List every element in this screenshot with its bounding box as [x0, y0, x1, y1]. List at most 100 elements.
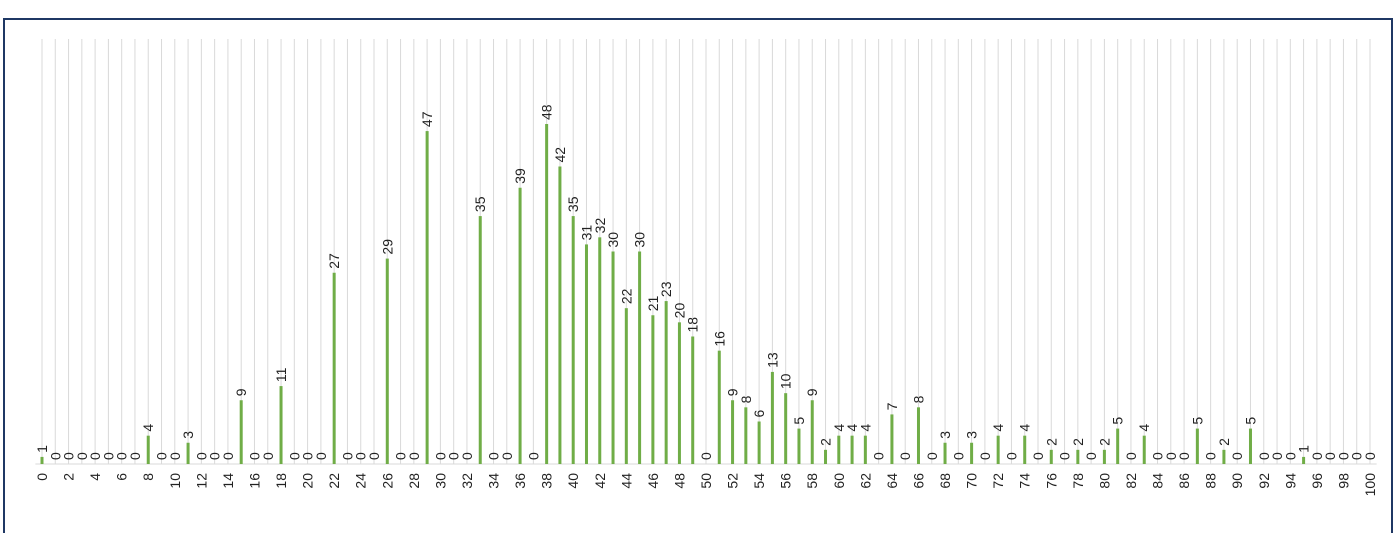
data-label: 0: [924, 452, 940, 460]
x-tick-label: 100: [1362, 473, 1378, 497]
bar: [518, 187, 522, 464]
bar: [1116, 428, 1120, 464]
bar: [916, 407, 920, 464]
data-label: 13: [764, 352, 780, 368]
bar: [239, 400, 243, 464]
x-tick-label: 68: [937, 473, 953, 489]
x-tick-label: 38: [539, 473, 555, 489]
data-label: 5: [791, 417, 807, 425]
bar: [425, 131, 429, 465]
data-label: 35: [565, 196, 581, 212]
data-label: 21: [645, 295, 661, 311]
data-label: 3: [937, 431, 953, 439]
x-tick-label: 58: [804, 473, 820, 489]
data-label: 0: [1123, 452, 1139, 460]
data-label: 0: [1176, 452, 1192, 460]
data-label: 0: [446, 452, 462, 460]
bar: [584, 244, 588, 464]
data-label: 0: [1269, 452, 1285, 460]
data-label: 0: [127, 452, 143, 460]
data-label: 0: [897, 452, 913, 460]
bar: [970, 442, 974, 464]
x-tick-label: 24: [353, 473, 369, 489]
data-label: 0: [1030, 452, 1046, 460]
x-tick-label: 56: [778, 473, 794, 489]
x-tick-label: 84: [1150, 473, 1166, 489]
data-label: 30: [605, 232, 621, 248]
data-label: 9: [804, 388, 820, 396]
bar: [691, 336, 695, 464]
bar: [890, 414, 894, 464]
bar: [1142, 435, 1146, 464]
bar: [1076, 449, 1080, 464]
bar: [943, 442, 947, 464]
data-label: 5: [1110, 417, 1126, 425]
x-tick-label: 92: [1256, 473, 1272, 489]
bar: [863, 435, 867, 464]
data-label: 0: [1229, 452, 1245, 460]
data-label: 2: [818, 438, 834, 446]
data-label: 20: [671, 303, 687, 319]
x-tick-label: 22: [326, 473, 342, 489]
x-tick-label: 28: [406, 473, 422, 489]
bar: [797, 428, 801, 464]
data-label: 7: [884, 402, 900, 410]
x-tick-label: 62: [857, 473, 873, 489]
x-tick-label: 26: [379, 473, 395, 489]
data-label: 10: [778, 373, 794, 389]
data-label: 0: [459, 452, 475, 460]
data-label: 0: [1203, 452, 1219, 460]
x-tick-label: 90: [1229, 473, 1245, 489]
data-label: 0: [698, 452, 714, 460]
data-label: 42: [552, 147, 568, 163]
data-label: 0: [207, 452, 223, 460]
data-label: 1: [1296, 445, 1312, 453]
data-label: 0: [871, 452, 887, 460]
data-label: 0: [1003, 452, 1019, 460]
data-label: 3: [180, 431, 196, 439]
bar: [1248, 428, 1252, 464]
data-label: 0: [393, 452, 409, 460]
data-label: 29: [379, 239, 395, 255]
data-label: 0: [300, 452, 316, 460]
x-tick-label: 54: [751, 473, 767, 489]
data-label: 1: [34, 445, 50, 453]
bar: [40, 456, 44, 464]
data-label: 16: [711, 331, 727, 347]
x-tick-label: 44: [618, 473, 634, 489]
data-label: 0: [193, 452, 209, 460]
data-label: 0: [1322, 452, 1338, 460]
data-label: 0: [246, 452, 262, 460]
data-label: 4: [831, 424, 847, 432]
data-label: 4: [990, 424, 1006, 432]
bar: [611, 251, 615, 464]
bar: [1049, 449, 1053, 464]
bar: [770, 371, 774, 464]
x-tick-label: 72: [990, 473, 1006, 489]
data-label: 4: [844, 424, 860, 432]
data-label: 2: [1043, 438, 1059, 446]
data-label: 0: [47, 452, 63, 460]
data-label: 5: [1242, 417, 1258, 425]
x-tick-label: 46: [645, 473, 661, 489]
bar: [996, 435, 1000, 464]
x-tick-label: 14: [220, 473, 236, 489]
data-label: 8: [910, 395, 926, 403]
data-label: 22: [618, 288, 634, 304]
data-label: 0: [1349, 452, 1365, 460]
x-tick-label: 80: [1096, 473, 1112, 489]
data-label: 5: [1189, 417, 1205, 425]
x-tick-label: 16: [246, 473, 262, 489]
data-label: 0: [1309, 452, 1325, 460]
data-label: 0: [1057, 452, 1073, 460]
data-label: 31: [578, 225, 594, 241]
data-label: 3: [964, 431, 980, 439]
data-label: 0: [525, 452, 541, 460]
data-label: 2: [1070, 438, 1086, 446]
bar: [651, 315, 655, 464]
x-tick-label: 88: [1203, 473, 1219, 489]
data-label: 0: [61, 452, 77, 460]
bar: [677, 322, 681, 464]
title-area: [0, 0, 1395, 18]
data-label: 0: [486, 452, 502, 460]
